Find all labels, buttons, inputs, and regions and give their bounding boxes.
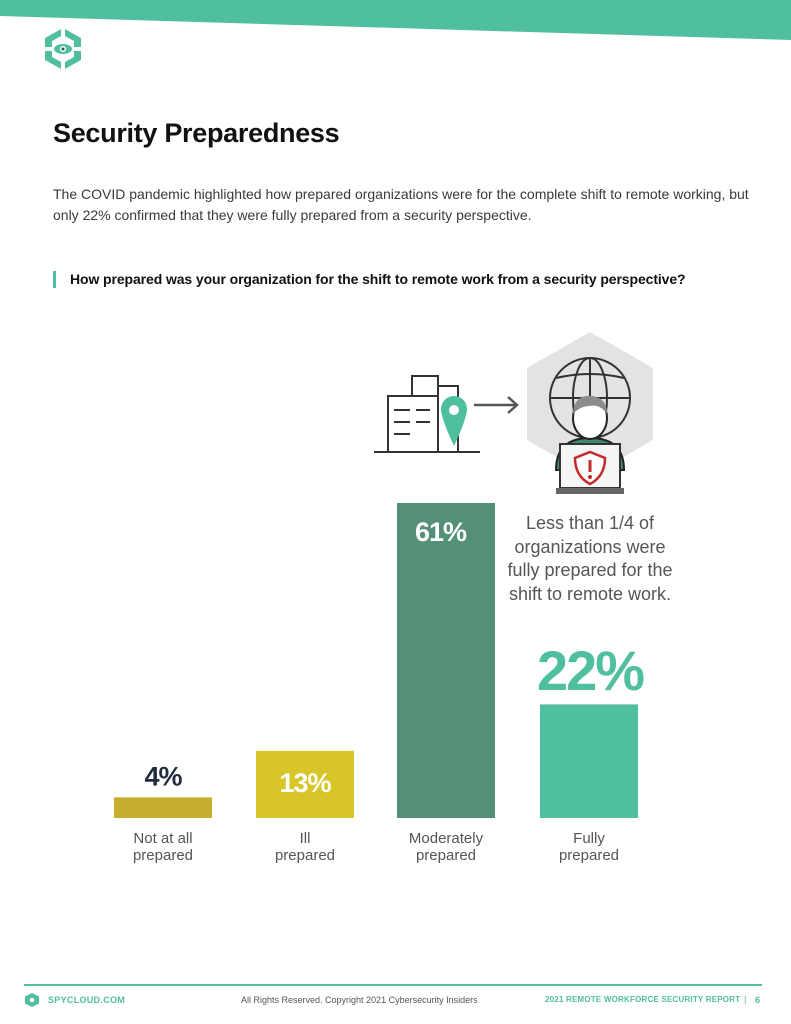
footer-divider [24,984,762,986]
category-label-4: prepared [559,847,619,864]
intro-paragraph: The COVID pandemic highlighted how prepa… [53,186,749,223]
category-label-2: prepared [275,847,335,864]
page-title: Security Preparedness [53,118,340,148]
bar-3 [397,503,495,818]
category-label-1: prepared [133,847,193,864]
bar-1 [114,797,212,818]
callout-text: Less than 1/4 of organizations were full… [507,513,673,604]
footer-copyright: All Rights Reserved. Copyright 2021 Cybe… [241,995,478,1005]
category-label-3: prepared [416,847,476,864]
preparedness-bar-chart: 4%Not at allprepared13%Illprepared61%Mod… [114,503,638,864]
remote-work-illustration [374,332,653,494]
header-band [0,0,791,40]
category-label-3: Moderately [409,830,484,847]
office-building-icon [374,375,480,453]
data-label-1: 4% [144,761,182,791]
callout-value: 22% [536,639,645,702]
footer-brand-link[interactable]: SPYCLOUD.COM [48,995,126,1005]
page-number: 6 [755,995,761,1005]
bar-2 [256,750,354,818]
shield-warning-icon [573,450,607,486]
category-label-1: Not at all [133,830,192,847]
question-marker [53,271,56,288]
survey-question: How prepared was your organization for t… [70,271,686,287]
bar-4 [540,704,638,818]
category-label-4: Fully [573,830,605,847]
spycloud-footer-logo-icon [25,993,39,1007]
category-label-2: Ill [300,830,311,847]
footer-report-title: 2021 REMOTE WORKFORCE SECURITY REPORT [545,995,741,1004]
data-label-2: 13% [279,768,331,798]
footer-separator: | [744,994,747,1004]
data-label-3: 61% [415,517,467,547]
spycloud-logo-icon [45,28,81,70]
arrow-right-icon [474,396,519,414]
location-pin-icon [441,396,467,446]
